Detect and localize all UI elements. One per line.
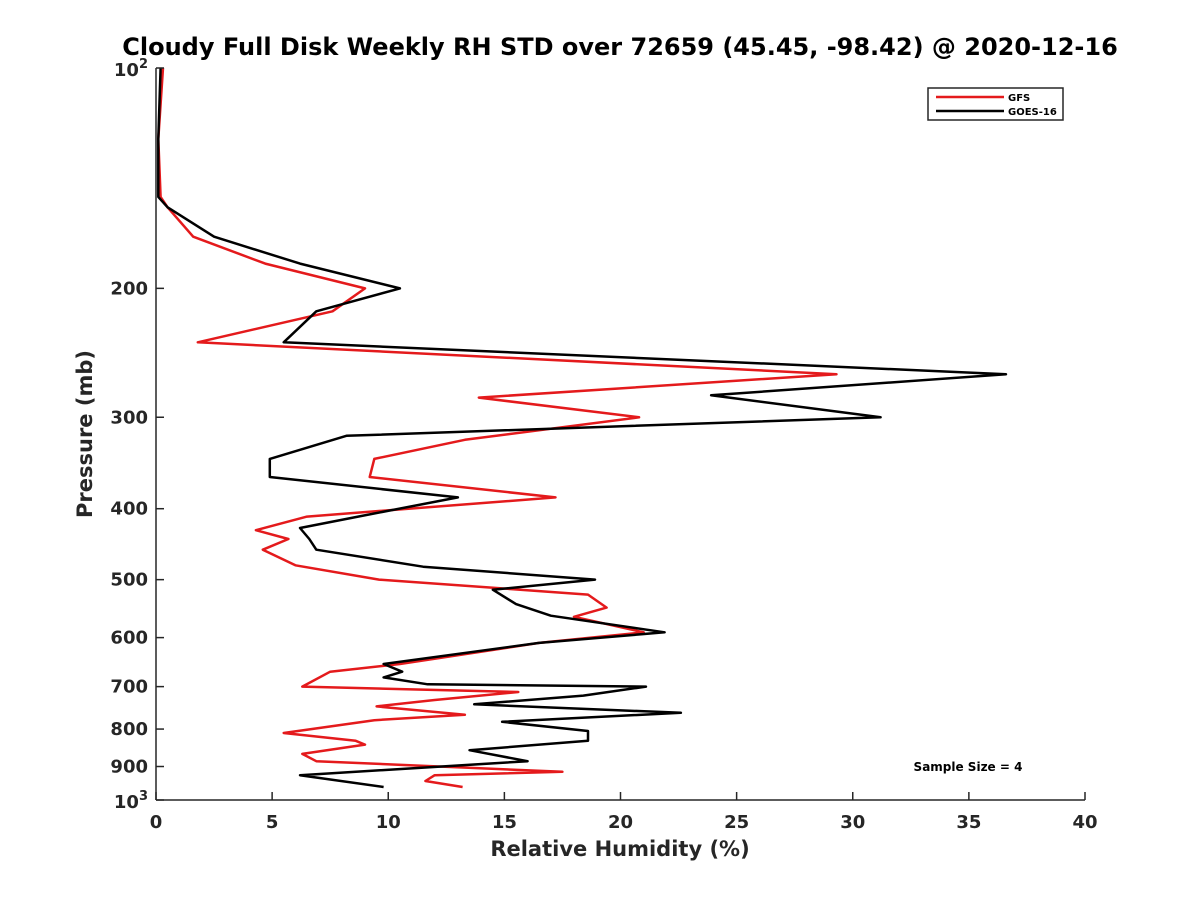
y-tick-label-top-exp: 2 (139, 57, 148, 72)
x-tick-label: 20 (608, 812, 633, 833)
series-group (157, 67, 1008, 789)
x-tick-label: 30 (840, 812, 865, 833)
sample-size-annotation: Sample Size = 4 (914, 760, 1023, 774)
y-tick-label: 500 (110, 570, 148, 591)
y-tick-label-top: 102 (114, 57, 148, 81)
x-tick-label: 5 (266, 812, 279, 833)
x-axis-label: Relative Humidity (%) (490, 837, 749, 861)
y-tick-label: 300 (110, 407, 148, 428)
x-tick-label: 0 (150, 812, 163, 833)
y-tick-label: 600 (110, 628, 148, 649)
y-tick-label: 700 (110, 677, 148, 698)
x-tick-label: 35 (956, 812, 981, 833)
series-line-goes16 (157, 67, 1008, 789)
plot-area: 0 5 10 15 20 25 30 35 40 200 300 400 500 600 700 800 90… (110, 57, 1097, 833)
legend: GFS GOES-16 (927, 87, 1064, 121)
x-tick-label: 15 (492, 812, 517, 833)
legend-label-goes16: GOES-16 (1008, 107, 1057, 118)
y-tick-label: 200 (110, 278, 148, 299)
chart-title: Cloudy Full Disk Weekly RH STD over 7265… (122, 33, 1118, 61)
y-ticks: 200 300 400 500 600 700 800 900 (110, 67, 164, 801)
x-tick-label: 40 (1072, 812, 1097, 833)
x-ticks: 0 5 10 15 20 25 30 35 40 (150, 792, 1098, 833)
x-tick-label: 10 (376, 812, 401, 833)
y-tick-label-bottom-base: 10 (114, 792, 139, 813)
y-tick-label: 900 (110, 757, 148, 778)
y-tick-label-top-base: 10 (114, 60, 139, 81)
legend-box (927, 87, 1064, 121)
y-axis-label: Pressure (mb) (73, 350, 97, 518)
y-tick-label-bottom-exp: 3 (139, 789, 148, 804)
y-tick-label: 400 (110, 499, 148, 520)
y-tick-label-bottom: 103 (114, 789, 148, 813)
y-tick-label: 800 (110, 719, 148, 740)
legend-label-gfs: GFS (1008, 93, 1030, 104)
x-tick-label: 25 (724, 812, 749, 833)
